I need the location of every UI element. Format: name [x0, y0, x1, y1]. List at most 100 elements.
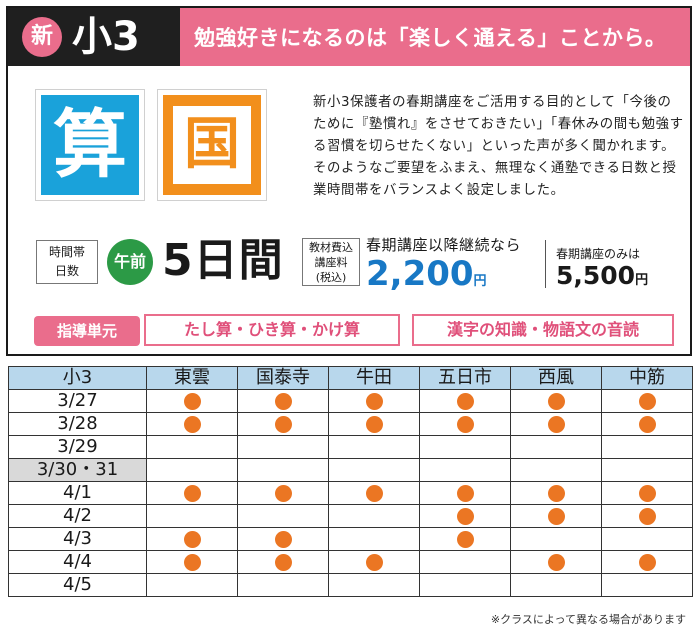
continuing-price-value: 2,200	[366, 254, 474, 294]
schedule-cell	[146, 458, 238, 482]
continuing-price: 2,200円	[366, 254, 487, 302]
schedule-cell	[510, 573, 602, 597]
schedule-cell	[237, 435, 329, 459]
table-row: 3/29	[8, 435, 693, 459]
schedule-cell	[419, 412, 511, 436]
morning-badge: 午前	[107, 239, 153, 285]
schedule-cell	[146, 435, 238, 459]
schedule-cell	[510, 481, 602, 505]
schedule-cell	[237, 573, 329, 597]
schedule-cell	[510, 435, 602, 459]
spring-only-price-unit: 円	[635, 273, 649, 288]
schedule-cell	[419, 481, 511, 505]
column-header: 西風	[510, 366, 602, 390]
session-dot-icon	[274, 530, 292, 548]
date-cell: 3/28	[8, 412, 147, 436]
schedule-cell	[510, 550, 602, 574]
continuing-label: 春期講座以降継続なら	[366, 236, 522, 254]
schedule-cell	[237, 550, 329, 574]
session-dot-icon	[638, 415, 656, 433]
session-dot-icon	[638, 507, 656, 525]
fee-label: 教材費込 講座料 (税込)	[302, 238, 360, 286]
session-dot-icon	[365, 484, 383, 502]
schedule-cell	[601, 458, 693, 482]
continuing-price-unit: 円	[473, 274, 487, 289]
column-header: 国泰寺	[237, 366, 329, 390]
unit-math: たし算・ひき算・かけ算	[144, 314, 400, 346]
session-dot-icon	[547, 507, 565, 525]
schedule-cell	[419, 550, 511, 574]
session-dot-icon	[547, 415, 565, 433]
unit-japanese: 漢字の知識・物語文の音読	[412, 314, 674, 346]
schedule-cell	[146, 550, 238, 574]
session-dot-icon	[274, 392, 292, 410]
table-row: 3/28	[8, 412, 693, 436]
session-dot-icon	[183, 415, 201, 433]
schedule-cell	[328, 412, 420, 436]
table-header-row: 小3 東雲 国泰寺 牛田 五日市 西風 中筋	[8, 366, 693, 390]
time-days-label: 時間帯 日数	[36, 240, 98, 284]
schedule-cell	[146, 412, 238, 436]
date-cell: 3/27	[8, 389, 147, 413]
table-row: 4/5	[8, 573, 693, 597]
column-header: 東雲	[146, 366, 238, 390]
days-count: 5日間	[162, 235, 284, 286]
session-dot-icon	[456, 484, 474, 502]
schedule-cell	[601, 481, 693, 505]
session-dot-icon	[183, 392, 201, 410]
schedule-cell	[601, 550, 693, 574]
price-divider	[545, 240, 546, 288]
schedule-cell	[146, 389, 238, 413]
schedule-cell	[328, 458, 420, 482]
schedule-cell	[146, 573, 238, 597]
spring-only-price: 5,500円	[556, 260, 648, 297]
schedule-cell	[601, 527, 693, 551]
table-row: 3/27	[8, 389, 693, 413]
session-dot-icon	[638, 484, 656, 502]
session-dot-icon	[274, 415, 292, 433]
schedule-cell	[510, 527, 602, 551]
session-dot-icon	[638, 553, 656, 571]
schedule-cell	[328, 481, 420, 505]
fee-label-line2: 講座料	[314, 256, 348, 269]
schedule-cell	[601, 504, 693, 528]
schedule-cell	[328, 527, 420, 551]
footnote: ※クラスによって異なる場合があります	[490, 613, 686, 626]
session-dot-icon	[365, 553, 383, 571]
time-label: 時間帯	[48, 245, 85, 259]
table-row: 4/4	[8, 550, 693, 574]
schedule-cell	[328, 573, 420, 597]
table-corner-header: 小3	[8, 366, 147, 390]
headline: 勉強好きになるのは「楽しく通える」ことから。	[194, 26, 667, 50]
spring-only-price-value: 5,500	[556, 261, 636, 290]
date-cell: 3/29	[8, 435, 147, 459]
schedule-cell	[328, 435, 420, 459]
schedule-cell	[237, 389, 329, 413]
schedule-cell	[419, 504, 511, 528]
description-text: 新小3保護者の春期講座をご活用する目的として「今後のために『塾慣れ』をさせておき…	[313, 95, 684, 198]
session-dot-icon	[456, 530, 474, 548]
new-badge: 新	[22, 17, 62, 57]
session-dot-icon	[547, 484, 565, 502]
schedule-cell	[601, 573, 693, 597]
schedule-cell	[601, 435, 693, 459]
schedule-cell	[510, 458, 602, 482]
session-dot-icon	[183, 530, 201, 548]
session-dot-icon	[183, 484, 201, 502]
session-dot-icon	[456, 507, 474, 525]
date-cell: 4/2	[8, 504, 147, 528]
session-dot-icon	[547, 392, 565, 410]
schedule-cell	[419, 389, 511, 413]
date-cell: 4/3	[8, 527, 147, 551]
schedule-cell	[237, 527, 329, 551]
grade-label: 小3	[72, 14, 140, 60]
schedule-cell	[237, 481, 329, 505]
spring-only-label: 春期講座のみは	[556, 247, 641, 261]
subject-japanese-char: 国	[173, 106, 251, 184]
schedule-cell	[146, 527, 238, 551]
schedule-cell	[419, 458, 511, 482]
column-header: 五日市	[419, 366, 511, 390]
subject-japanese-tile: 国	[157, 89, 267, 201]
date-cell: 4/4	[8, 550, 147, 574]
fee-label-line1: 教材費込	[309, 241, 353, 254]
